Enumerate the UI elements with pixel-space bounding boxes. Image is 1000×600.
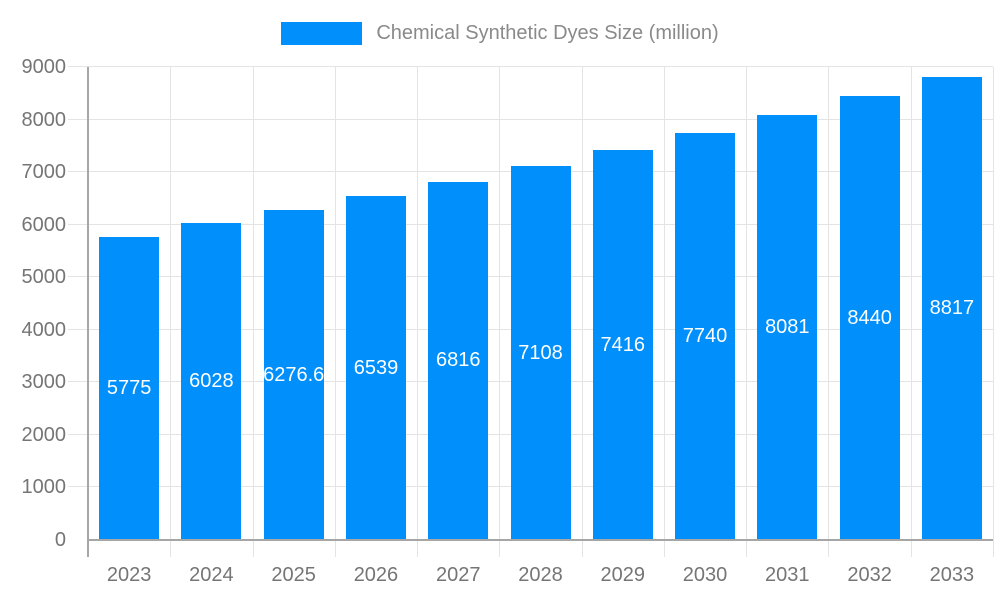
x-tick-label: 2023: [106, 564, 152, 586]
v-gridline: [910, 67, 912, 557]
v-gridline: [746, 67, 748, 557]
x-tick-label: 2028: [518, 564, 563, 586]
bar[interactable]: 5775: [99, 236, 160, 540]
bar[interactable]: 7108: [510, 166, 571, 540]
bar[interactable]: 7740: [675, 133, 736, 540]
bar-value-label: 5775: [106, 376, 152, 399]
legend-swatch-icon[interactable]: [281, 21, 363, 45]
v-gridline: [828, 67, 830, 557]
y-tick-label: 1000: [21, 476, 67, 499]
bar-value-label: 7740: [682, 325, 728, 348]
x-axis-line: [88, 539, 993, 541]
v-gridline: [252, 67, 254, 557]
bar-value-label: 6816: [435, 349, 481, 372]
x-tick-label: 2031: [765, 564, 810, 586]
y-tick-label: 3000: [21, 371, 67, 394]
x-tick-label: 2030: [682, 564, 728, 586]
bar-value-label: 6539: [353, 356, 399, 379]
bar[interactable]: 8817: [921, 76, 982, 540]
v-gridline: [663, 67, 665, 557]
y-tick-label: 7000: [21, 161, 67, 184]
y-tick-label: 0: [54, 529, 66, 551]
bar[interactable]: 6539: [345, 196, 406, 540]
v-gridline: [417, 67, 419, 557]
h-gridline: [68, 118, 993, 120]
legend: Chemical Synthetic Dyes Size (million): [0, 21, 1000, 45]
bar[interactable]: 6028: [181, 223, 242, 540]
y-tick-label: 6000: [21, 213, 67, 236]
x-tick-label: 2024: [189, 564, 234, 586]
v-gridline: [499, 67, 501, 557]
y-tick-label: 2000: [21, 423, 67, 446]
bar-value-label: 7108: [518, 341, 563, 364]
v-gridline: [993, 67, 994, 557]
legend-label[interactable]: Chemical Synthetic Dyes Size (million): [376, 21, 719, 44]
bar-value-label: 8081: [765, 316, 810, 339]
v-gridline: [581, 67, 583, 557]
bar-value-label: 7416: [600, 333, 646, 356]
h-gridline: [68, 66, 993, 67]
x-tick-label: 2027: [435, 564, 481, 586]
bar-value-label: 8440: [847, 306, 892, 329]
y-tick-label: 9000: [21, 56, 67, 78]
bar[interactable]: 6816: [428, 181, 489, 540]
y-axis-line: [87, 67, 89, 557]
x-tick-label: 2026: [353, 564, 399, 586]
bar[interactable]: 8440: [839, 96, 900, 540]
bar-value-label: 6028: [189, 370, 234, 393]
v-gridline: [334, 67, 336, 557]
y-tick-label: 4000: [21, 318, 67, 341]
bar-value-label: 6276.6: [263, 363, 325, 386]
x-tick-label: 2025: [271, 564, 316, 586]
bar[interactable]: 7416: [592, 150, 653, 540]
x-tick-label: 2033: [929, 564, 975, 586]
y-tick-label: 5000: [21, 266, 67, 289]
bar-value-label: 8817: [929, 296, 975, 319]
x-tick-label: 2029: [600, 564, 646, 586]
v-gridline: [170, 67, 172, 557]
bar[interactable]: 6276.6: [263, 210, 325, 540]
y-tick-label: 8000: [21, 108, 67, 131]
plot-area: 5775 6028 6276.6 6539 6816 7108 7416 7740 8081 84…: [68, 66, 994, 557]
x-tick-label: 2032: [847, 564, 892, 586]
bar[interactable]: 8081: [757, 115, 818, 540]
